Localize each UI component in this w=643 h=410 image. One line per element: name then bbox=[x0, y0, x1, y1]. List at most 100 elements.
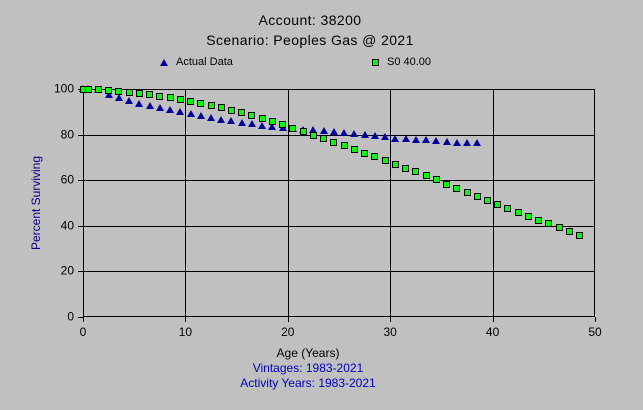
fitted-curve-point bbox=[248, 112, 256, 120]
fitted-curve-point bbox=[535, 216, 543, 224]
y-axis-tick bbox=[78, 134, 83, 136]
y-gridline bbox=[83, 180, 595, 182]
actual-data-point bbox=[268, 123, 277, 131]
x-gridline bbox=[287, 89, 289, 317]
x-axis-tick bbox=[492, 317, 494, 322]
actual-data-point bbox=[381, 132, 390, 140]
x-axis-tick bbox=[595, 317, 596, 322]
y-axis-title: Percent Surviving bbox=[29, 155, 43, 251]
legend-label-s0-curve: S0 40.00 bbox=[387, 56, 432, 68]
x-axis-tick bbox=[390, 317, 392, 322]
fitted-curve-point bbox=[494, 200, 502, 208]
fitted-curve-point bbox=[125, 88, 133, 96]
y-gridline bbox=[83, 225, 595, 227]
actual-data-point bbox=[104, 91, 113, 99]
y-axis-tick-label: 60 bbox=[60, 172, 74, 187]
x-axis-tick bbox=[185, 317, 187, 322]
actual-data-point bbox=[319, 127, 328, 135]
fitted-curve-point bbox=[361, 149, 369, 157]
fitted-curve-point bbox=[381, 156, 389, 164]
chart-titles: Account: 38200 Scenario: Peoples Gas @ 2… bbox=[0, 12, 620, 48]
fitted-curve-point bbox=[555, 224, 563, 232]
x-gridline bbox=[492, 89, 494, 317]
x-axis-footer-labels: Age (Years) Vintages: 1983-2021 Activity… bbox=[0, 346, 616, 391]
y-axis-tick-label: 80 bbox=[60, 126, 74, 141]
y-axis-tick bbox=[78, 180, 83, 182]
fitted-curve-point bbox=[576, 232, 584, 240]
y-gridline bbox=[83, 271, 595, 273]
x-gridline bbox=[390, 89, 392, 317]
actual-data-point bbox=[411, 135, 420, 143]
fitted-curve-point bbox=[402, 164, 410, 172]
actual-data-point bbox=[155, 104, 164, 112]
actual-data-point bbox=[452, 138, 461, 146]
actual-data-point bbox=[207, 113, 215, 121]
activity-years-label: Activity Years: 1983-2021 bbox=[240, 376, 376, 390]
y-axis-tick-label: 20 bbox=[60, 263, 74, 278]
actual-data-point bbox=[422, 136, 431, 144]
actual-data-point bbox=[217, 115, 226, 123]
fitted-curve-point bbox=[473, 192, 481, 200]
fitted-curve-point bbox=[166, 94, 174, 102]
x-axis-tick bbox=[287, 317, 289, 322]
fitted-curve-point bbox=[320, 135, 328, 143]
fitted-curve-point bbox=[504, 204, 512, 212]
actual-data-point bbox=[247, 120, 256, 128]
actual-data-point bbox=[237, 118, 246, 126]
fitted-curve-point bbox=[135, 89, 143, 97]
fitted-curve-point bbox=[156, 92, 164, 100]
x-axis-tick-label: 0 bbox=[79, 325, 87, 339]
x-gridline bbox=[185, 89, 187, 317]
scenario-title: Scenario: Peoples Gas @ 2021 bbox=[206, 32, 414, 48]
y-axis-tick bbox=[78, 317, 83, 318]
actual-data-point bbox=[196, 111, 205, 119]
fitted-curve-point bbox=[483, 196, 491, 204]
y-axis-tick-label: 100 bbox=[53, 81, 74, 96]
plot-area bbox=[83, 89, 595, 317]
actual-data-point bbox=[227, 117, 236, 125]
actual-data-point bbox=[309, 126, 318, 134]
fitted-curve-point bbox=[84, 85, 92, 93]
fitted-curve-point bbox=[565, 228, 573, 236]
fitted-curve-point bbox=[412, 168, 420, 176]
y-axis-tick-label: 40 bbox=[60, 218, 74, 233]
fitted-curve-point bbox=[545, 220, 553, 228]
fitted-curve-point bbox=[453, 184, 461, 192]
actual-data-point bbox=[135, 99, 144, 107]
actual-data-point bbox=[145, 102, 154, 110]
x-axis-tick-label: 30 bbox=[383, 325, 397, 339]
actual-data-point bbox=[473, 139, 482, 147]
actual-data-point bbox=[114, 94, 123, 102]
actual-data-point bbox=[340, 128, 349, 136]
fitted-curve-point bbox=[227, 106, 235, 114]
legend-label-actual-data: Actual Data bbox=[176, 56, 233, 68]
fitted-curve-point bbox=[197, 99, 205, 107]
x-axis-tick bbox=[83, 317, 84, 322]
fitted-curve-point bbox=[432, 176, 440, 184]
fitted-curve-point bbox=[340, 142, 348, 150]
fitted-curve-point bbox=[299, 128, 307, 136]
account-title: Account: 38200 bbox=[258, 12, 362, 28]
fitted-curve-point bbox=[443, 180, 451, 188]
fitted-curve-point bbox=[268, 118, 276, 126]
x-axis-title: Age (Years) bbox=[276, 346, 340, 360]
actual-data-point bbox=[391, 134, 400, 142]
x-axis-tick-label: 50 bbox=[588, 325, 602, 339]
actual-data-point bbox=[432, 136, 441, 144]
fitted-curve-point bbox=[514, 208, 522, 216]
x-axis-tick-label: 20 bbox=[281, 325, 295, 339]
actual-data-point bbox=[125, 96, 134, 104]
square-marker-icon bbox=[372, 58, 379, 66]
fitted-curve-point bbox=[258, 115, 266, 123]
fitted-curve-point bbox=[176, 95, 184, 103]
actual-data-point bbox=[442, 137, 451, 145]
triangle-marker-icon bbox=[160, 58, 168, 66]
y-axis-tick-label: 0 bbox=[67, 309, 74, 324]
actual-data-point bbox=[258, 121, 267, 129]
actual-data-point bbox=[186, 110, 195, 118]
fitted-curve-point bbox=[115, 87, 123, 95]
fitted-curve-point bbox=[289, 124, 297, 132]
fitted-curve-point bbox=[350, 145, 358, 153]
fitted-curve-point bbox=[422, 172, 430, 180]
